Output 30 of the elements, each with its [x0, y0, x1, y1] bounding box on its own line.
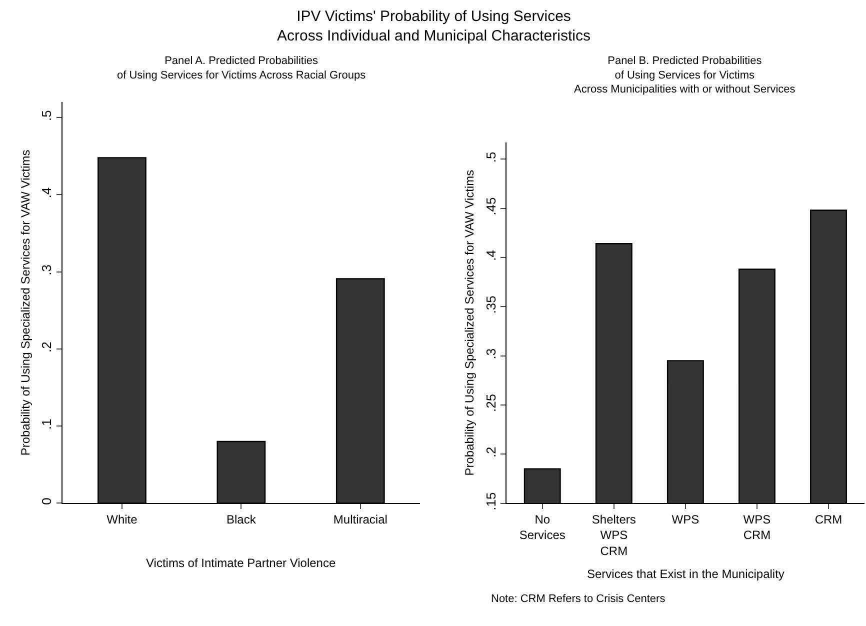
x-tick-label: No Services: [519, 512, 566, 542]
y-tick-label: .2: [483, 446, 498, 458]
chart-subtitle: Panel A. Predicted Probabilities of Using Services for Victims Across Racial Groups: [117, 55, 366, 82]
y-tick-label: .45: [483, 197, 498, 216]
x-tick-label: White: [106, 512, 138, 527]
y-tick-label: .3: [39, 264, 54, 276]
y-tick-label: .4: [483, 250, 498, 261]
x-tick-label: WPS CRM: [743, 512, 771, 542]
y-axis-title: Probability of Using Specialized Services for VAW Victims: [18, 150, 32, 456]
x-tick-label: WPS: [672, 512, 700, 527]
x-axis-title: Victims of Intimate Partner Violence: [146, 556, 336, 570]
x-axis-title: Services that Exist in the Municipality: [587, 567, 784, 581]
y-tick-label: .4: [39, 187, 54, 198]
y-tick-label: .5: [39, 110, 54, 122]
y-tick-label: 0: [39, 498, 54, 505]
y-tick-label: .3: [483, 348, 498, 360]
x-tick-label: Shelters WPS CRM: [592, 512, 636, 558]
chart-subtitle: Panel B. Predicted Probabilities of Using Services for Victims Across Municipalities with or without Services: [574, 55, 796, 96]
x-tick-label: Black: [226, 512, 257, 527]
y-tick-label: .2: [39, 342, 54, 352]
y-tick-label: .35: [483, 296, 498, 314]
y-tick-label: .1: [39, 418, 54, 430]
x-tick-label: Multiracial: [333, 512, 388, 527]
chart-title: IPV Victims' Probability of Using Services Across Individual and Municipal Characteristics: [277, 8, 590, 44]
y-axis-title: Probability of Using Specialized Services for VAW Victims: [462, 170, 477, 476]
text: Note: CRM Refers to Crisis Centers: [491, 593, 666, 605]
y-tick-label: .15: [483, 492, 498, 510]
y-tick-label: .5: [483, 152, 498, 163]
y-tick-label: .25: [483, 394, 498, 412]
x-tick-label: CRM: [814, 512, 842, 527]
